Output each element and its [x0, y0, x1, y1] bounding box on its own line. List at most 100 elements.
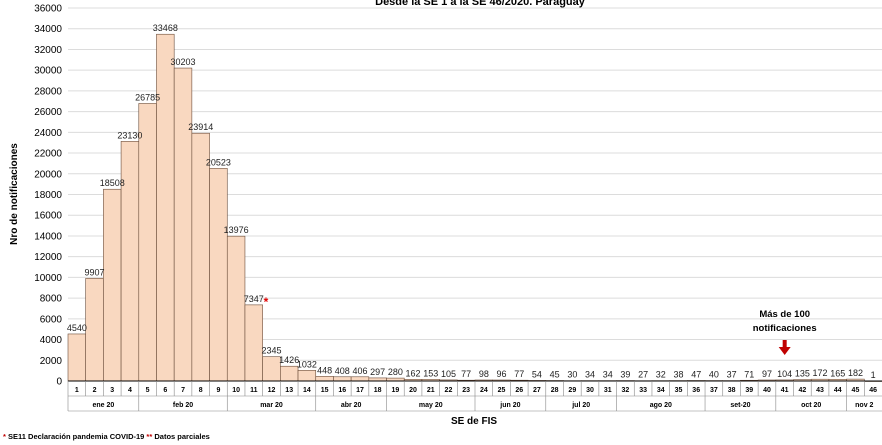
- y-tick-label: 4000: [40, 335, 63, 346]
- x-tick-label: 35: [675, 387, 683, 394]
- month-label: jun 20: [499, 402, 520, 409]
- data-label: 105: [441, 369, 456, 379]
- y-axis-ticks: 0 2000 4000 6000 8000 10000 12000 14000 16000 180…: [34, 4, 62, 388]
- data-label: 13976: [224, 225, 249, 235]
- arrow-head: [778, 347, 791, 355]
- data-label: 280: [388, 367, 403, 377]
- bar: [156, 33, 175, 382]
- data-label: 34: [585, 370, 595, 380]
- annotation-text-line2: notificaciones: [753, 323, 817, 334]
- y-tick-label: 6000: [40, 314, 63, 325]
- x-tick-label: 43: [816, 387, 824, 394]
- x-tick-label: 25: [498, 387, 506, 394]
- x-tick-label: 40: [763, 387, 771, 394]
- y-tick-label: 8000: [40, 294, 63, 305]
- month-label: nov 2: [855, 402, 873, 409]
- data-label: 153: [423, 368, 438, 378]
- bar: [262, 356, 281, 382]
- x-tick-label: 41: [781, 387, 789, 394]
- data-label: 18508: [100, 178, 125, 188]
- data-label: 38: [673, 370, 683, 380]
- y-tick-label: 26000: [34, 107, 62, 118]
- chart-title: Desde la SE 1 a la SE 46/2020. Paraguay: [375, 0, 586, 8]
- y-tick-label: 24000: [34, 128, 62, 139]
- y-tick-label: 14000: [34, 231, 62, 242]
- data-label: 37: [727, 370, 737, 380]
- x-tick-label: 14: [303, 387, 311, 394]
- x-tick-label: 36: [692, 387, 700, 394]
- x-tick-label: 44: [834, 387, 842, 394]
- bar: [350, 376, 370, 382]
- data-label: 26785: [135, 92, 160, 102]
- x-tick-label: 26: [515, 387, 523, 394]
- data-label: 7347: [244, 294, 264, 304]
- bar: [244, 304, 263, 382]
- data-label: 448: [317, 365, 332, 375]
- x-tick-label: 45: [852, 387, 860, 394]
- data-label: 34: [603, 370, 613, 380]
- data-label: 98: [479, 369, 489, 379]
- x-tick-label: 13: [285, 387, 293, 394]
- data-label: 1032: [297, 359, 317, 369]
- bar: [297, 370, 317, 382]
- data-label: 54: [532, 369, 542, 379]
- arrow-shaft: [782, 340, 787, 347]
- data-label: 30203: [171, 57, 196, 67]
- data-label: 30: [567, 370, 577, 380]
- y-tick-label: 20000: [34, 169, 62, 180]
- x-tick-label: 38: [728, 387, 736, 394]
- data-label: 1426: [279, 355, 299, 365]
- footnote-mark-1: *: [3, 432, 6, 441]
- data-label: 97: [762, 369, 772, 379]
- x-tick-label: 33: [639, 387, 647, 394]
- x-tick-label: 4: [128, 387, 132, 394]
- bar: [191, 132, 210, 382]
- bar: [85, 278, 104, 382]
- bar: [67, 333, 86, 382]
- month-label: mar 20: [260, 402, 283, 409]
- month-label: ene 20: [92, 402, 114, 409]
- x-tick-label: 9: [216, 387, 220, 394]
- y-tick-label: 22000: [34, 149, 62, 160]
- data-label: 77: [514, 369, 524, 379]
- x-tick-label: 19: [391, 387, 399, 394]
- data-label: 9907: [85, 267, 105, 277]
- y-tick-label: 34000: [34, 24, 62, 35]
- month-label: ago 20: [650, 402, 672, 409]
- x-tick-label: 24: [480, 387, 488, 394]
- x-axis: 1 2 3 4 5 6 7 8 9 10 11 12 13 14 15 16 17 18 19 20 21 22 23 24 2…: [67, 380, 882, 412]
- x-tick-label: 39: [745, 387, 753, 394]
- y-tick-label: 32000: [34, 45, 62, 56]
- data-label: 32: [656, 370, 666, 380]
- y-tick-label: 36000: [34, 4, 62, 15]
- annotations: * Más de 100 notificaciones: [264, 295, 817, 355]
- x-tick-label: 12: [268, 387, 276, 394]
- y-tick-label: 10000: [34, 273, 62, 284]
- bar: [173, 67, 193, 382]
- x-tick-label: 37: [710, 387, 718, 394]
- x-tick-label: 2: [93, 387, 97, 394]
- month-label: feb 20: [173, 402, 193, 409]
- bar: [280, 365, 299, 382]
- data-label: 2345: [261, 346, 281, 356]
- month-label: set-20: [730, 402, 750, 409]
- data-label: 23130: [117, 130, 142, 140]
- bar: [226, 235, 246, 382]
- x-tick-label: 8: [199, 387, 203, 394]
- bar: [138, 103, 157, 382]
- footnote-text-2: Datos parciales: [154, 432, 210, 441]
- x-tick-label: 16: [338, 387, 346, 394]
- data-label: 71: [744, 369, 754, 379]
- y-tick-label: 0: [56, 377, 62, 388]
- data-label: 27: [638, 370, 648, 380]
- x-tick-label: 10: [232, 387, 240, 394]
- x-tick-label: 20: [409, 387, 417, 394]
- data-label: 1: [871, 370, 876, 380]
- annotation-text-line1: Más de 100: [759, 309, 810, 320]
- x-tick-label: 31: [604, 387, 612, 394]
- month-label: may 20: [419, 402, 443, 409]
- data-label: 4540: [67, 323, 87, 333]
- x-tick-label: 11: [250, 387, 258, 394]
- y-tick-label: 12000: [34, 252, 62, 263]
